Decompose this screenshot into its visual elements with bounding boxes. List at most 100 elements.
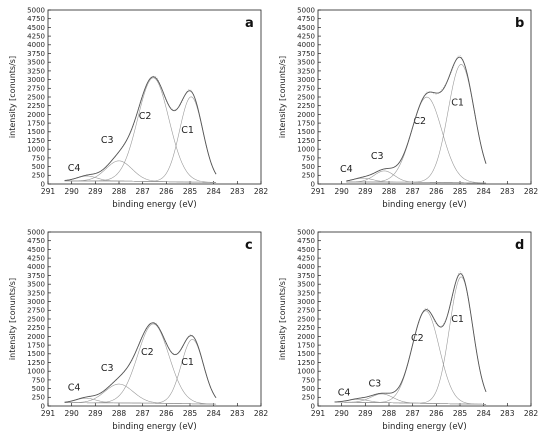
y-tick-label: 1500	[27, 128, 45, 136]
peak-c4-curve	[346, 177, 487, 184]
y-tick-label: 5000	[27, 228, 45, 236]
y-tick-label: 250	[32, 172, 45, 180]
x-tick-label: 285	[453, 409, 468, 418]
x-tick-label: 285	[453, 187, 468, 196]
peak-label-c1: C1	[451, 314, 464, 325]
y-tick-label: 0	[311, 180, 315, 188]
y-tick-label: 3000	[297, 298, 315, 306]
y-tick-label: 2000	[297, 333, 315, 341]
x-tick-label: 282	[254, 409, 269, 418]
y-tick-label: 3500	[297, 59, 315, 67]
y-tick-label: 500	[302, 163, 315, 171]
y-tick-label: 3250	[297, 289, 315, 297]
y-axis-title: intensity [conunts/s]	[278, 56, 287, 138]
x-tick-label: 282	[524, 409, 539, 418]
peak-label-c3: C3	[368, 379, 381, 390]
x-tick-label: 287	[406, 187, 421, 196]
y-tick-label: 1500	[27, 350, 45, 358]
y-tick-label: 1750	[297, 120, 315, 128]
x-tick-label: 287	[406, 409, 421, 418]
y-tick-label: 1750	[297, 342, 315, 350]
peak-label-c1: C1	[181, 125, 194, 136]
y-tick-label: 3500	[27, 281, 45, 289]
y-tick-label: 4500	[27, 246, 45, 254]
y-tick-label: 0	[41, 180, 45, 188]
y-tick-label: 750	[32, 154, 45, 162]
x-tick-label: 284	[477, 409, 492, 418]
y-tick-label: 4000	[297, 263, 315, 271]
x-tick-label: 290	[65, 409, 80, 418]
x-tick-label: 285	[183, 409, 198, 418]
y-tick-label: 2250	[27, 324, 45, 332]
x-tick-label: 286	[159, 187, 174, 196]
peak-label-c4: C4	[68, 163, 81, 174]
peak-label-c3: C3	[371, 151, 384, 162]
x-tick-label: 289	[88, 409, 103, 418]
x-tick-label: 286	[159, 409, 174, 418]
y-tick-label: 3500	[297, 281, 315, 289]
panel-label: c	[245, 238, 253, 253]
y-tick-label: 4500	[297, 24, 315, 32]
y-tick-label: 3750	[297, 50, 315, 58]
y-tick-label: 0	[41, 402, 45, 410]
y-tick-label: 2250	[297, 102, 315, 110]
x-tick-label: 290	[335, 409, 350, 418]
y-tick-label: 2000	[27, 333, 45, 341]
y-tick-label: 3750	[27, 50, 45, 58]
measured-data-line	[64, 75, 217, 181]
y-tick-label: 3000	[27, 76, 45, 84]
x-tick-label: 291	[311, 409, 326, 418]
peak-c3-curve	[64, 383, 217, 405]
y-tick-label: 4750	[297, 237, 315, 245]
y-tick-label: 750	[302, 154, 315, 162]
peak-c3-curve	[346, 170, 487, 184]
y-tick-label: 3250	[27, 67, 45, 75]
x-tick-label: 291	[41, 409, 56, 418]
y-tick-label: 4000	[27, 263, 45, 271]
y-tick-label: 3250	[27, 289, 45, 297]
x-tick-label: 289	[358, 187, 373, 196]
chart-panel-c: 0250500750100012501500175020002250250027…	[8, 228, 268, 432]
y-tick-label: 2750	[297, 85, 315, 93]
peak-c4-curve	[64, 397, 217, 405]
y-tick-label: 1750	[27, 342, 45, 350]
x-axis-title: binding energy (eV)	[112, 200, 196, 210]
peak-c3-curve	[64, 160, 217, 183]
y-tick-label: 2500	[297, 315, 315, 323]
y-tick-label: 1500	[297, 350, 315, 358]
y-tick-label: 4750	[27, 15, 45, 23]
envelope-fit-line	[64, 76, 217, 181]
peak-label-c3: C3	[101, 363, 114, 374]
y-tick-label: 2500	[27, 93, 45, 101]
y-tick-label: 750	[32, 376, 45, 384]
y-tick-label: 1250	[27, 137, 45, 145]
x-tick-label: 282	[524, 187, 539, 196]
peak-label-c2: C2	[413, 116, 426, 127]
y-tick-label: 4000	[297, 41, 315, 49]
y-tick-label: 4750	[297, 15, 315, 23]
y-tick-label: 1750	[27, 120, 45, 128]
peak-label-c1: C1	[451, 97, 464, 108]
peak-c4-curve	[64, 175, 217, 183]
x-tick-label: 285	[183, 187, 198, 196]
y-tick-label: 1250	[27, 359, 45, 367]
y-tick-label: 3500	[27, 59, 45, 67]
y-tick-label: 500	[32, 385, 45, 393]
chart-panel-a: 0250500750100012501500175020002250250027…	[8, 6, 268, 210]
y-tick-label: 2500	[297, 93, 315, 101]
x-tick-label: 290	[65, 187, 80, 196]
y-tick-label: 250	[302, 394, 315, 402]
peak-c2-curve	[334, 310, 487, 405]
y-tick-label: 500	[302, 385, 315, 393]
y-tick-label: 4250	[297, 33, 315, 41]
peak-label-c2: C2	[141, 347, 154, 358]
x-tick-label: 282	[254, 187, 269, 196]
y-tick-label: 1500	[297, 128, 315, 136]
y-tick-label: 1000	[27, 368, 45, 376]
y-tick-label: 1000	[27, 146, 45, 154]
peak-label-c4: C4	[68, 382, 81, 393]
envelope-fit-line	[346, 56, 487, 182]
y-tick-label: 3000	[27, 298, 45, 306]
y-tick-label: 2750	[27, 307, 45, 315]
